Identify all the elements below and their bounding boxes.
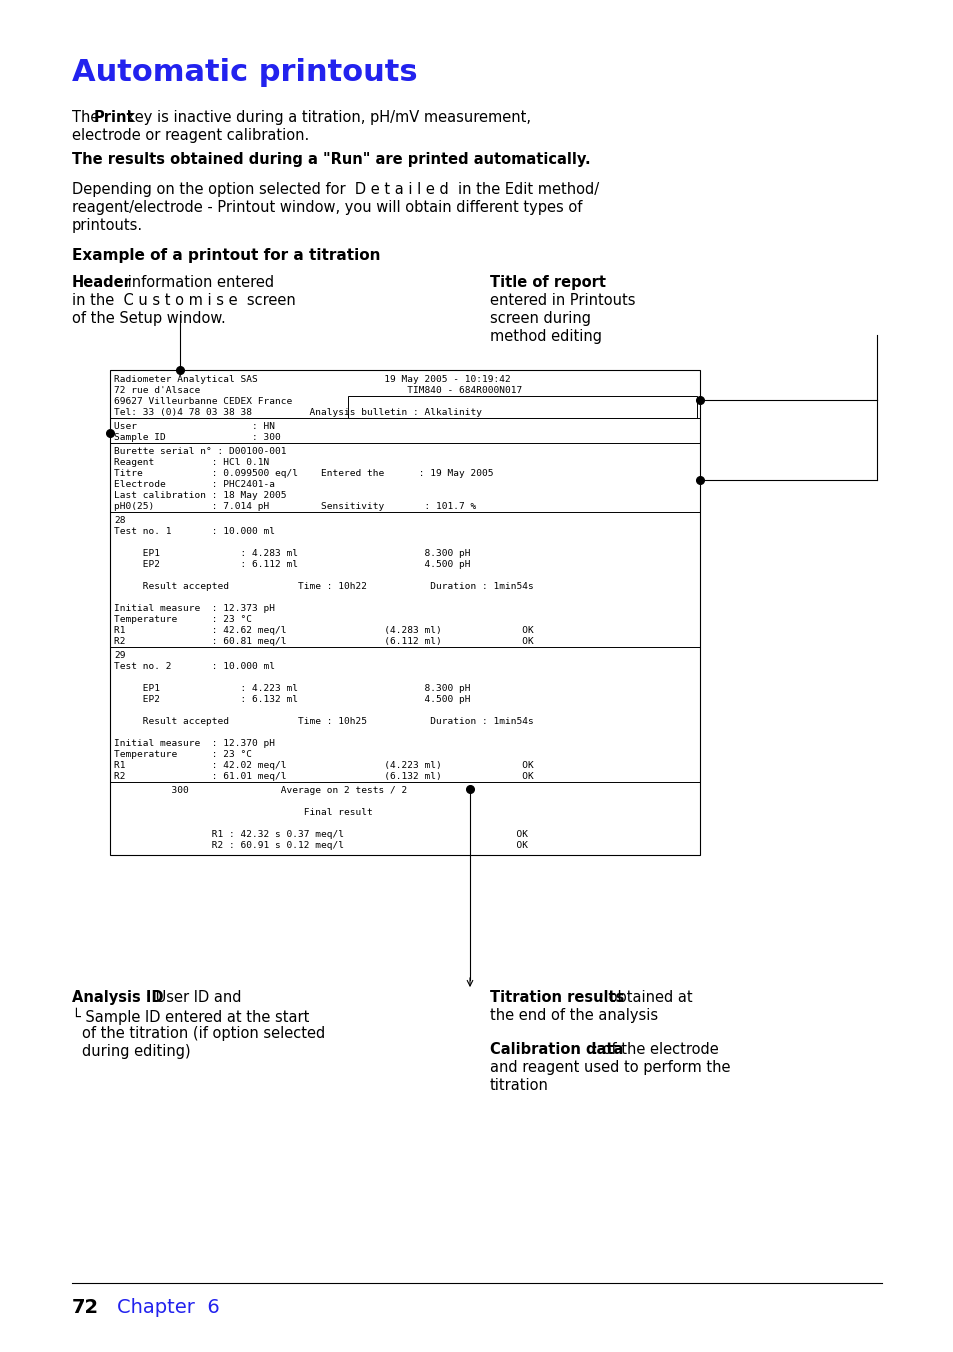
Text: R2 : 60.91 s 0.12 meq/l                              OK: R2 : 60.91 s 0.12 meq/l OK bbox=[113, 841, 527, 850]
Text: and reagent used to perform the: and reagent used to perform the bbox=[490, 1060, 730, 1075]
Text: of the titration (if option selected: of the titration (if option selected bbox=[82, 1026, 325, 1041]
Text: of the Setup window.: of the Setup window. bbox=[71, 311, 226, 326]
Text: Titration results: Titration results bbox=[490, 990, 623, 1005]
Text: Final result: Final result bbox=[113, 808, 373, 817]
Text: EP1              : 4.283 ml                      8.300 pH: EP1 : 4.283 ml 8.300 pH bbox=[113, 549, 470, 558]
Text: Reagent          : HCl 0.1N: Reagent : HCl 0.1N bbox=[113, 458, 269, 466]
Text: EP1              : 4.223 ml                      8.300 pH: EP1 : 4.223 ml 8.300 pH bbox=[113, 684, 470, 694]
Text: R1               : 42.62 meq/l                 (4.283 ml)              OK: R1 : 42.62 meq/l (4.283 ml) OK bbox=[113, 626, 533, 635]
Text: : User ID and: : User ID and bbox=[146, 990, 241, 1005]
Text: Test no. 1       : 10.000 ml: Test no. 1 : 10.000 ml bbox=[113, 527, 274, 535]
Text: : obtained at: : obtained at bbox=[598, 990, 692, 1005]
Text: User                    : HN: User : HN bbox=[113, 422, 274, 431]
Text: └ Sample ID entered at the start: └ Sample ID entered at the start bbox=[71, 1009, 309, 1025]
Text: R2               : 60.81 meq/l                 (6.112 ml)              OK: R2 : 60.81 meq/l (6.112 ml) OK bbox=[113, 637, 533, 646]
Text: Temperature      : 23 °C: Temperature : 23 °C bbox=[113, 615, 252, 625]
Text: R1               : 42.02 meq/l                 (4.223 ml)              OK: R1 : 42.02 meq/l (4.223 ml) OK bbox=[113, 761, 533, 771]
Text: EP2              : 6.112 ml                      4.500 pH: EP2 : 6.112 ml 4.500 pH bbox=[113, 560, 470, 569]
Text: 69627 Villeurbanne CEDEX France: 69627 Villeurbanne CEDEX France bbox=[113, 397, 292, 406]
Text: Automatic printouts: Automatic printouts bbox=[71, 58, 417, 87]
Text: screen during: screen during bbox=[490, 311, 590, 326]
Text: The: The bbox=[71, 110, 104, 124]
Text: Depending on the option selected for  D e t a i l e d  in the Edit method/: Depending on the option selected for D e… bbox=[71, 183, 598, 197]
Text: Analysis ID: Analysis ID bbox=[71, 990, 163, 1005]
Text: :: : bbox=[583, 274, 588, 289]
Text: printouts.: printouts. bbox=[71, 218, 143, 233]
Text: 28: 28 bbox=[113, 516, 126, 525]
Text: Tel: 33 (0)4 78 03 38 38          Analysis bulletin : Alkalinity: Tel: 33 (0)4 78 03 38 38 Analysis bullet… bbox=[113, 408, 481, 416]
Text: pH0(25)          : 7.014 pH         Sensitivity       : 101.7 %: pH0(25) : 7.014 pH Sensitivity : 101.7 % bbox=[113, 502, 476, 511]
Text: Test no. 2       : 10.000 ml: Test no. 2 : 10.000 ml bbox=[113, 662, 274, 671]
Text: Title of report: Title of report bbox=[490, 274, 605, 289]
Text: Last calibration : 18 May 2005: Last calibration : 18 May 2005 bbox=[113, 491, 286, 500]
Text: during editing): during editing) bbox=[82, 1044, 191, 1059]
Text: R1 : 42.32 s 0.37 meq/l                              OK: R1 : 42.32 s 0.37 meq/l OK bbox=[113, 830, 527, 840]
Text: key is inactive during a titration, pH/mV measurement,: key is inactive during a titration, pH/m… bbox=[122, 110, 531, 124]
Text: Chapter  6: Chapter 6 bbox=[117, 1298, 219, 1317]
Text: R2               : 61.01 meq/l                 (6.132 ml)              OK: R2 : 61.01 meq/l (6.132 ml) OK bbox=[113, 772, 533, 781]
Text: 300                Average on 2 tests / 2: 300 Average on 2 tests / 2 bbox=[113, 786, 407, 795]
Text: Result accepted            Time : 10h22           Duration : 1min54s: Result accepted Time : 10h22 Duration : … bbox=[113, 581, 533, 591]
Text: Radiometer Analytical SAS                      19 May 2005 - 10:19:42: Radiometer Analytical SAS 19 May 2005 - … bbox=[113, 375, 510, 384]
Text: Titre            : 0.099500 eq/l    Entered the      : 19 May 2005: Titre : 0.099500 eq/l Entered the : 19 M… bbox=[113, 469, 493, 479]
Text: Initial measure  : 12.370 pH: Initial measure : 12.370 pH bbox=[113, 740, 274, 748]
Text: method editing: method editing bbox=[490, 329, 601, 343]
Text: in the  C u s t o m i s e  screen: in the C u s t o m i s e screen bbox=[71, 293, 295, 308]
Text: 29: 29 bbox=[113, 652, 126, 660]
Text: Calibration data: Calibration data bbox=[490, 1042, 622, 1057]
Text: Burette serial n° : D00100-001: Burette serial n° : D00100-001 bbox=[113, 448, 286, 456]
Text: Print: Print bbox=[94, 110, 134, 124]
Text: the end of the analysis: the end of the analysis bbox=[490, 1009, 658, 1023]
Text: Initial measure  : 12.373 pH: Initial measure : 12.373 pH bbox=[113, 604, 274, 612]
Bar bbox=[348, 396, 697, 418]
Text: Result accepted            Time : 10h25           Duration : 1min54s: Result accepted Time : 10h25 Duration : … bbox=[113, 717, 533, 726]
Text: : information entered: : information entered bbox=[118, 274, 274, 289]
Text: Temperature      : 23 °C: Temperature : 23 °C bbox=[113, 750, 252, 758]
Text: EP2              : 6.132 ml                      4.500 pH: EP2 : 6.132 ml 4.500 pH bbox=[113, 695, 470, 704]
Text: Example of a printout for a titration: Example of a printout for a titration bbox=[71, 247, 380, 264]
Text: 72: 72 bbox=[71, 1298, 99, 1317]
Text: Sample ID               : 300: Sample ID : 300 bbox=[113, 433, 280, 442]
Text: entered in Printouts: entered in Printouts bbox=[490, 293, 635, 308]
Text: 72 rue d'Alsace                                    TIM840 - 684R000N017: 72 rue d'Alsace TIM840 - 684R000N017 bbox=[113, 387, 521, 395]
Text: electrode or reagent calibration.: electrode or reagent calibration. bbox=[71, 128, 309, 143]
Text: Header: Header bbox=[71, 274, 132, 289]
Text: The results obtained during a "Run" are printed automatically.: The results obtained during a "Run" are … bbox=[71, 151, 590, 168]
Text: Electrode        : PHC2401-a: Electrode : PHC2401-a bbox=[113, 480, 274, 489]
Bar bbox=[110, 370, 700, 854]
Text: reagent/electrode - Printout window, you will obtain different types of: reagent/electrode - Printout window, you… bbox=[71, 200, 581, 215]
Text: titration: titration bbox=[490, 1078, 548, 1092]
Text: : of the electrode: : of the electrode bbox=[593, 1042, 718, 1057]
